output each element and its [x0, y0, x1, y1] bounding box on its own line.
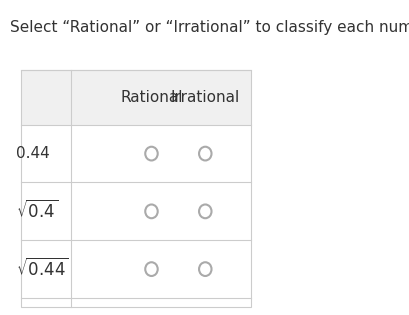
Circle shape [199, 262, 211, 276]
Text: 0.44: 0.44 [16, 146, 49, 161]
Circle shape [145, 262, 157, 276]
Text: Rational: Rational [120, 90, 182, 105]
Text: $\sqrt{0.4}$: $\sqrt{0.4}$ [16, 200, 58, 222]
Circle shape [145, 204, 157, 218]
FancyBboxPatch shape [21, 70, 250, 125]
Circle shape [199, 204, 211, 218]
Text: $\sqrt{0.44}$: $\sqrt{0.44}$ [16, 258, 68, 280]
Circle shape [145, 147, 157, 160]
Text: Irrational: Irrational [170, 90, 239, 105]
Text: Select “Rational” or “Irrational” to classify each number.: Select “Rational” or “Irrational” to cla… [10, 20, 409, 35]
Circle shape [199, 147, 211, 160]
